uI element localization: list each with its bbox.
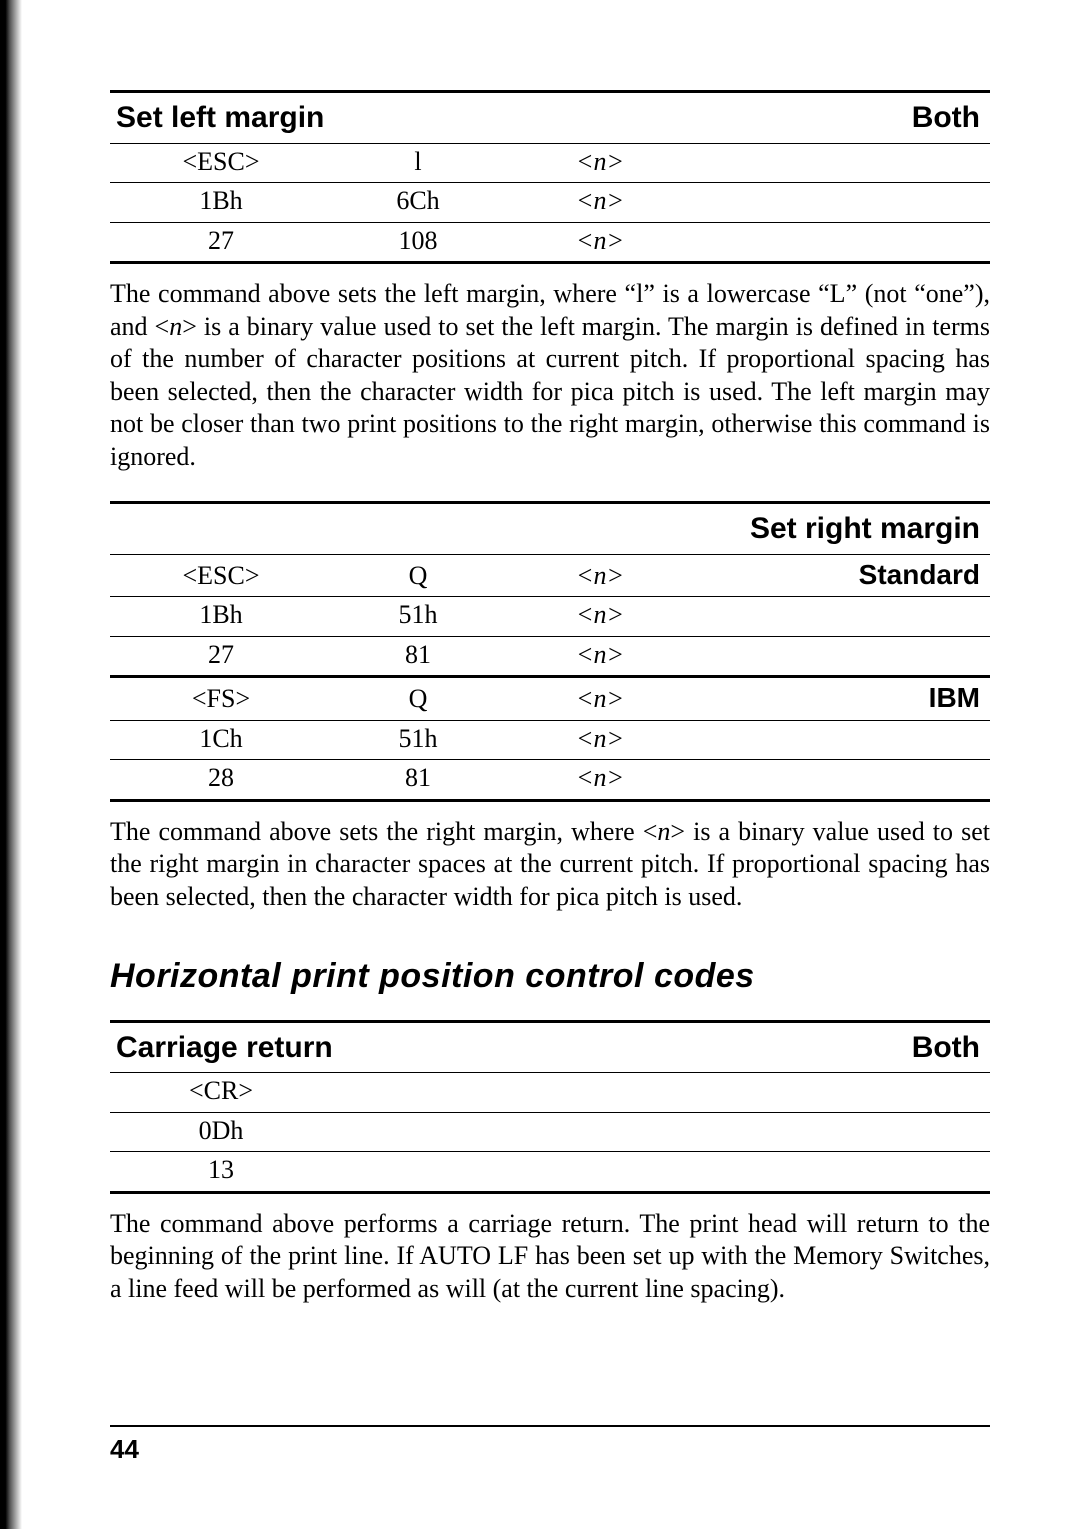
cell-code-char: <FS> [110,677,332,721]
cell-empty [332,1152,504,1193]
mode-standard: Standard [696,554,990,597]
cell-code-dec: 27 [110,636,332,677]
table-title: Set left margin [110,92,696,144]
table-title: Set right margin [110,503,990,555]
table-set-left-margin: Set left margin Both <ESC> l <n> 1Bh 6Ch… [110,90,990,264]
cell-empty [332,1112,504,1152]
para-text: > is a binary value used to set the left… [110,312,990,471]
table-row: 13 [110,1152,990,1193]
cell-empty [696,597,990,637]
cell-empty [696,1152,990,1193]
cell-empty [696,636,990,677]
cell-arg: <n> [504,143,696,183]
cell-empty [504,1152,696,1193]
cell-code-hex: 1Bh [110,183,332,223]
table-row: 1Ch 51h <n> [110,720,990,760]
cell-arg: <n> [504,677,696,721]
cell-empty [696,1073,990,1113]
paragraph-set-left-margin: The command above sets the left margin, … [110,278,990,473]
table-title: Carriage return [110,1021,696,1073]
table-row: <ESC> Q <n> Standard [110,554,990,597]
table-title-row: Set left margin Both [110,92,990,144]
cell-param: 81 [332,636,504,677]
italic-n: n [657,817,670,846]
cell-arg: <n> [504,636,696,677]
paragraph-set-right-margin: The command above sets the right margin,… [110,816,990,914]
cell-code-dec: 13 [110,1152,332,1193]
para-text: The command above sets the right margin,… [110,817,657,846]
table-row: 1Bh 51h <n> [110,597,990,637]
table-title-row: Carriage return Both [110,1021,990,1073]
table-row: 27 81 <n> [110,636,990,677]
cell-code-dec: 27 [110,222,332,263]
cell-param: 81 [332,760,504,801]
cell-param: 51h [332,597,504,637]
cell-arg: <n> [504,597,696,637]
table-title-row: Set right margin [110,503,990,555]
page-number: 44 [110,1434,139,1464]
cell-param: 108 [332,222,504,263]
cell-arg: <n> [504,720,696,760]
cell-empty [332,1073,504,1113]
cell-empty [504,1073,696,1113]
cell-param: 6Ch [332,183,504,223]
table-mode-label: Both [696,1021,990,1073]
footer: 44 [110,1425,990,1467]
table-row: <ESC> l <n> [110,143,990,183]
table-carriage-return: Carriage return Both <CR> 0Dh 13 [110,1020,990,1194]
table-row: 0Dh [110,1112,990,1152]
cell-empty [696,143,990,183]
scan-binding-edge [0,0,22,1529]
cell-code-char: <ESC> [110,143,332,183]
cell-code-dec: 28 [110,760,332,801]
cell-param: Q [332,554,504,597]
table-row: 28 81 <n> [110,760,990,801]
italic-n: n [169,312,182,341]
cell-code-char: <CR> [110,1073,332,1113]
cell-arg: <n> [504,554,696,597]
cell-arg: <n> [504,183,696,223]
table-row: 1Bh 6Ch <n> [110,183,990,223]
cell-param: Q [332,677,504,721]
cell-empty [696,720,990,760]
cell-arg: <n> [504,222,696,263]
cell-empty [696,183,990,223]
table-row: <CR> [110,1073,990,1113]
section-heading: Horizontal print position control codes [110,955,990,998]
paragraph-carriage-return: The command above performs a carriage re… [110,1208,990,1306]
cell-empty [696,1112,990,1152]
cell-arg: <n> [504,760,696,801]
table-mode-label: Both [696,92,990,144]
table-row: <FS> Q <n> IBM [110,677,990,721]
cell-code-hex: 0Dh [110,1112,332,1152]
cell-empty [504,1112,696,1152]
table-row: 27 108 <n> [110,222,990,263]
mode-ibm: IBM [696,677,990,721]
table-set-right-margin: Set right margin <ESC> Q <n> Standard 1B… [110,501,990,802]
cell-code-hex: 1Bh [110,597,332,637]
cell-param: l [332,143,504,183]
cell-code-hex: 1Ch [110,720,332,760]
cell-empty [696,222,990,263]
cell-empty [696,760,990,801]
cell-param: 51h [332,720,504,760]
cell-code-char: <ESC> [110,554,332,597]
